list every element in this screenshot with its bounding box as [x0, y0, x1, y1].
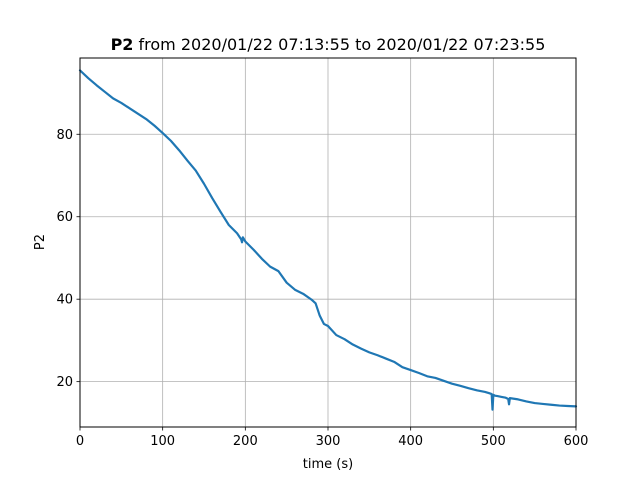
- x-tick-label: 100: [150, 434, 175, 449]
- x-tick-label: 400: [398, 434, 423, 449]
- chart-title-rest: from 2020/01/22 07:13:55 to 2020/01/22 0…: [133, 35, 545, 54]
- y-tick-label: 40: [56, 293, 73, 308]
- x-tick-label: 600: [564, 434, 589, 449]
- tick-layer: 0 100 200 300 400 500 600 20 40 60 80: [56, 128, 588, 449]
- y-tick-label: 20: [56, 375, 73, 390]
- series-line: [78, 69, 578, 411]
- data-layer: [78, 69, 578, 411]
- x-tick-label: 0: [76, 434, 84, 449]
- chart-title: P2 from 2020/01/22 07:13:55 to 2020/01/2…: [111, 35, 546, 54]
- y-tick-label: 60: [56, 210, 73, 225]
- chart-title-bold: P2: [111, 35, 134, 54]
- x-tick-label: 200: [233, 434, 258, 449]
- x-tick-label: 500: [481, 434, 506, 449]
- y-tick-label: 80: [56, 128, 73, 143]
- y-axis-label: P2: [33, 234, 48, 250]
- x-axis-label: time (s): [303, 457, 353, 472]
- x-tick-label: 300: [316, 434, 341, 449]
